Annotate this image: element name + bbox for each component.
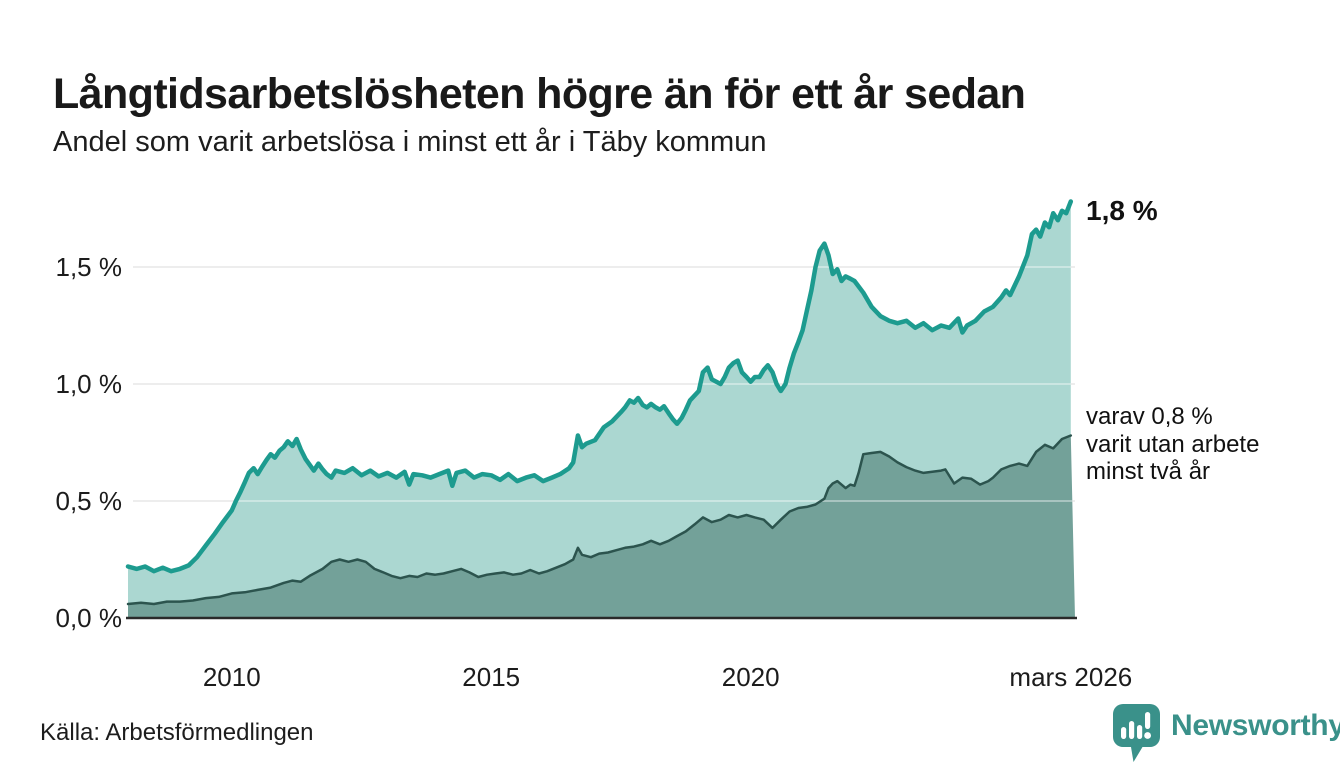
inner-series-label-line2: varit utan arbete	[1086, 430, 1260, 458]
x-tick-label: 2020	[722, 662, 780, 692]
y-tick-label: 1,5 %	[56, 252, 123, 282]
bar-chart-bubble-icon	[1112, 702, 1162, 764]
series-area-at-least-two-years	[128, 435, 1075, 618]
page-title: Långtidsarbetslösheten högre än för ett …	[53, 69, 1026, 118]
x-tick-label: 2015	[462, 662, 520, 692]
chart-subtitle: Andel som varit arbetslösa i minst ett å…	[53, 126, 767, 158]
inner-series-label-line3: minst två år	[1086, 458, 1211, 485]
source-attribution: Källa: Arbetsförmedlingen	[40, 719, 314, 746]
series-line-at-least-two-years	[126, 434, 1073, 606]
newsworthy-logo[interactable]: Newsworthy	[1112, 702, 1340, 764]
x-tick-label: mars 2026	[1009, 662, 1132, 692]
inner-series-label-line1: varav 0,8 %	[1086, 403, 1213, 430]
y-tick-label: 1,0 %	[56, 369, 123, 399]
y-tick-label: 0,5 %	[56, 486, 123, 516]
latest-value-label: 1,8 %	[1086, 195, 1158, 226]
inner-series-label: varav 0,8 % varit utan arbete minst två …	[1086, 403, 1326, 486]
series-line-at-least-one-year	[125, 199, 1074, 574]
x-tick-label: 2010	[203, 662, 261, 692]
newsworthy-logo-text: Newsworthy	[1171, 709, 1340, 742]
y-tick-label: 0,0 %	[56, 603, 123, 633]
series-area-at-least-one-year	[128, 201, 1071, 604]
